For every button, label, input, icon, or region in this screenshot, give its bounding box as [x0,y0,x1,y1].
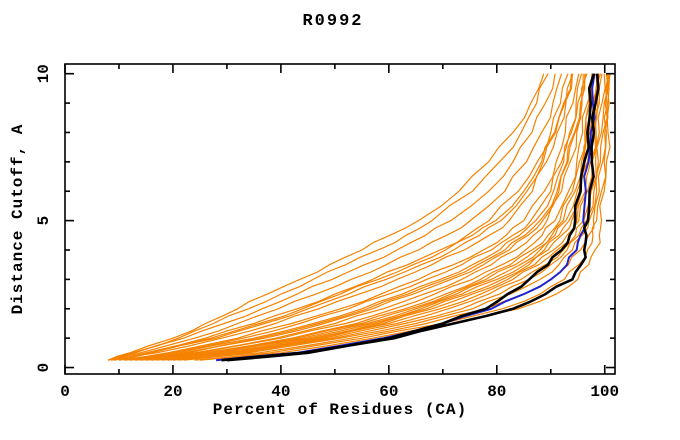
curve-other-models-8 [118,73,580,361]
curve-other-models-28 [151,73,599,361]
curve-best-models-1 [221,73,596,362]
curve-other-models-2 [108,73,549,361]
curve-other-models-10 [129,73,588,361]
tick-labels: 0 20 40 60 80 100 0 5 10 [35,64,619,401]
curve-other-models-22 [167,73,606,361]
x-tick-label-100: 100 [590,383,619,401]
x-tick-label-80: 80 [487,383,506,401]
curve-other-models-27 [140,73,596,361]
curve-other-models-21 [156,73,601,361]
curve-other-models-11 [135,73,593,361]
curve-other-models-12 [124,73,586,361]
curves-layer [107,73,611,362]
y-tick-label-5: 5 [35,216,53,226]
y-tick-label-10: 10 [35,64,53,83]
curve-other-models-1 [107,73,545,361]
x-axis-label: Percent of Residues (CA) [212,401,468,419]
curve-other-models-3 [108,73,556,361]
curve-other-models-25 [113,73,573,361]
curve-other-models-26 [129,73,583,361]
curve-other-models-14 [145,73,598,361]
curve-other-models-20 [135,73,586,361]
y-tick-label-0: 0 [35,363,53,373]
x-tick-label-40: 40 [271,383,290,401]
curve-other-models-4 [113,73,563,361]
curve-other-models-17 [172,73,609,361]
axis-ticks [64,64,615,374]
curve-best-models-2 [226,73,600,362]
chart-title: R0992 [302,12,364,31]
x-tick-label-20: 20 [163,383,182,401]
curve-other-models-9 [124,73,584,361]
y-axis-label: Distance Cutoff, A [9,123,27,315]
curve-other-models-7 [113,73,574,361]
curve-other-models-6 [118,73,572,361]
x-tick-label-0: 0 [60,383,70,401]
plot-border [64,63,616,375]
curve-other-models-23 [178,73,608,361]
x-tick-label-60: 60 [379,383,398,401]
